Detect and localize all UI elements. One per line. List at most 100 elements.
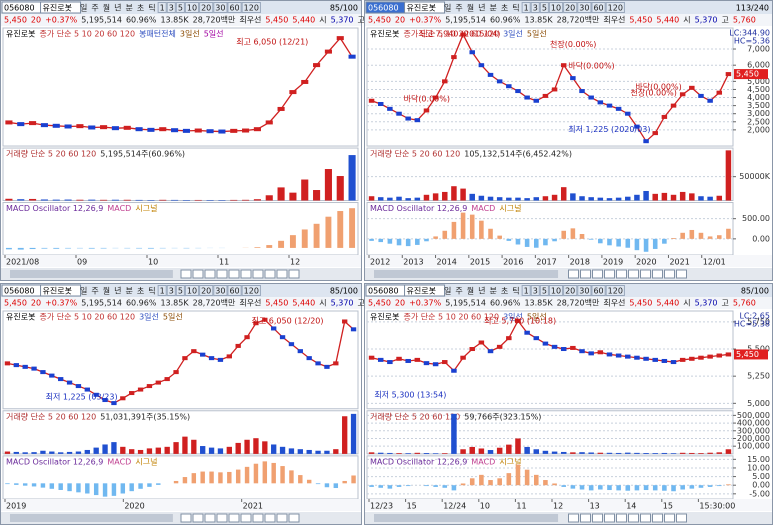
scroll-button[interactable]: [276, 269, 288, 279]
unit-button[interactable]: 10: [551, 287, 561, 296]
period-button[interactable]: 주: [91, 287, 98, 296]
period-button[interactable]: 년: [114, 3, 121, 13]
unit-button[interactable]: 1: [160, 287, 165, 296]
unit-button[interactable]: 30: [215, 4, 225, 13]
unit-button[interactable]: 20: [201, 4, 211, 13]
stock-code[interactable]: 056080: [368, 287, 399, 296]
scroll-button[interactable]: [616, 513, 627, 523]
scroll-button[interactable]: [228, 269, 240, 279]
period-button[interactable]: 분: [126, 287, 133, 296]
unit-button[interactable]: 1: [524, 287, 529, 296]
unit-button[interactable]: 5: [178, 4, 183, 13]
scroll-button[interactable]: [240, 513, 252, 523]
period-button[interactable]: 분: [126, 4, 133, 13]
unit-button[interactable]: 3: [169, 4, 174, 13]
scroll-button[interactable]: [180, 513, 192, 523]
scroll-button[interactable]: [568, 513, 579, 523]
unit-button[interactable]: 60: [229, 4, 239, 13]
period-button[interactable]: 월: [103, 286, 110, 296]
scroll-button[interactable]: [204, 269, 216, 279]
scroll-button[interactable]: [252, 269, 264, 279]
unit-button[interactable]: 30: [215, 287, 225, 296]
period-button[interactable]: 초: [137, 287, 144, 296]
scroll-button[interactable]: [180, 269, 192, 279]
unit-button[interactable]: 20: [201, 287, 211, 296]
scroll-button[interactable]: [592, 269, 603, 279]
period-button[interactable]: 일: [444, 287, 451, 296]
unit-button[interactable]: 3: [169, 287, 174, 296]
scroll-thumb[interactable]: [374, 514, 559, 522]
unit-button[interactable]: 10: [187, 4, 197, 13]
unit-button[interactable]: 5: [178, 287, 183, 296]
scroll-button[interactable]: [592, 513, 603, 523]
unit-button[interactable]: 60: [229, 287, 239, 296]
period-button[interactable]: 월: [467, 286, 474, 296]
scroll-button[interactable]: [616, 269, 627, 279]
period-button[interactable]: 틱: [148, 3, 155, 13]
unit-button[interactable]: 5: [542, 287, 547, 296]
scroll-button[interactable]: [664, 269, 675, 279]
scroll-button[interactable]: [664, 513, 675, 523]
scroll-button[interactable]: [640, 269, 651, 279]
scroll-button[interactable]: [240, 269, 252, 279]
scroll-button[interactable]: [652, 513, 663, 523]
unit-button[interactable]: 120: [608, 4, 623, 13]
unit-button[interactable]: 120: [244, 287, 259, 296]
period-button[interactable]: 년: [478, 286, 485, 296]
scroll-thumb[interactable]: [10, 270, 173, 278]
period-button[interactable]: 년: [114, 286, 121, 296]
scroll-button[interactable]: [276, 513, 288, 523]
period-button[interactable]: 초: [501, 287, 508, 296]
scroll-button[interactable]: [580, 269, 591, 279]
period-button[interactable]: 일: [444, 4, 451, 13]
scroll-button[interactable]: [604, 513, 615, 523]
scroll-button[interactable]: [264, 269, 276, 279]
unit-button[interactable]: 120: [608, 287, 623, 296]
period-button[interactable]: 주: [455, 287, 462, 296]
scroll-button[interactable]: [216, 269, 228, 279]
scroll-button[interactable]: [288, 513, 300, 523]
unit-button[interactable]: 10: [551, 4, 561, 13]
period-button[interactable]: 주: [455, 4, 462, 13]
scroll-button[interactable]: [204, 513, 216, 523]
scroll-button[interactable]: [192, 513, 204, 523]
period-button[interactable]: 초: [137, 4, 144, 13]
unit-button[interactable]: 1: [160, 4, 165, 13]
scroll-button[interactable]: [568, 269, 579, 279]
period-button[interactable]: 일: [80, 4, 87, 13]
scroll-button[interactable]: [652, 269, 663, 279]
period-button[interactable]: 분: [490, 4, 497, 13]
scroll-button[interactable]: [676, 269, 687, 279]
unit-button[interactable]: 60: [593, 4, 603, 13]
scroll-button[interactable]: [264, 513, 276, 523]
unit-button[interactable]: 30: [579, 287, 589, 296]
scroll-button[interactable]: [216, 513, 228, 523]
unit-button[interactable]: 1: [524, 4, 529, 13]
unit-button[interactable]: 20: [565, 4, 575, 13]
period-button[interactable]: 틱: [512, 3, 519, 13]
scroll-button[interactable]: [640, 513, 651, 523]
period-button[interactable]: 틱: [148, 286, 155, 296]
period-button[interactable]: 분: [490, 287, 497, 296]
period-button[interactable]: 주: [91, 4, 98, 13]
scroll-button[interactable]: [252, 513, 264, 523]
stock-name[interactable]: 유진로봇: [43, 3, 72, 13]
scroll-button[interactable]: [676, 513, 687, 523]
unit-button[interactable]: 60: [593, 287, 603, 296]
unit-button[interactable]: 120: [244, 4, 259, 13]
unit-button[interactable]: 30: [579, 4, 589, 13]
scroll-button[interactable]: [288, 269, 300, 279]
unit-button[interactable]: 3: [533, 4, 538, 13]
period-button[interactable]: 일: [80, 287, 87, 296]
stock-name[interactable]: 유진로봇: [407, 3, 436, 13]
unit-button[interactable]: 20: [565, 287, 575, 296]
stock-code[interactable]: 056080: [368, 4, 399, 13]
unit-button[interactable]: 3: [533, 287, 538, 296]
scroll-button[interactable]: [628, 269, 639, 279]
period-button[interactable]: 틱: [512, 286, 519, 296]
scroll-thumb[interactable]: [374, 270, 559, 278]
period-button[interactable]: 초: [501, 4, 508, 13]
stock-name[interactable]: 유진로봇: [43, 286, 72, 296]
stock-code[interactable]: 056080: [4, 287, 35, 296]
scroll-thumb[interactable]: [10, 514, 173, 522]
